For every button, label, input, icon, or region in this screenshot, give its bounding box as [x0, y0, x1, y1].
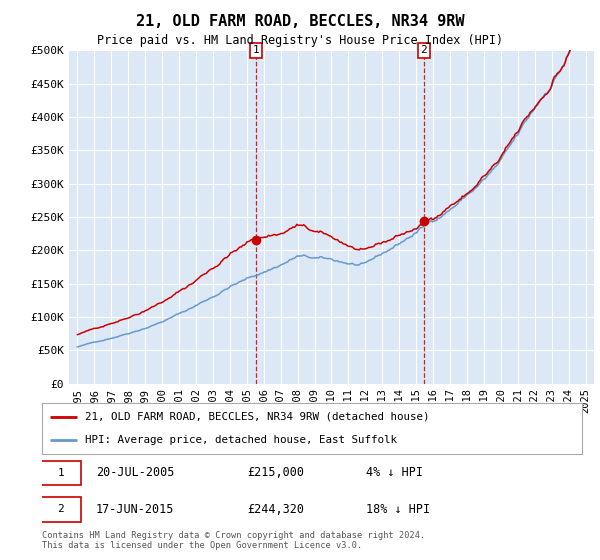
Text: 20-JUL-2005: 20-JUL-2005: [96, 466, 175, 479]
Text: 1: 1: [58, 468, 64, 478]
Text: Price paid vs. HM Land Registry's House Price Index (HPI): Price paid vs. HM Land Registry's House …: [97, 34, 503, 46]
FancyBboxPatch shape: [41, 497, 82, 521]
Text: Contains HM Land Registry data © Crown copyright and database right 2024.
This d: Contains HM Land Registry data © Crown c…: [42, 531, 425, 550]
Text: 4% ↓ HPI: 4% ↓ HPI: [366, 466, 423, 479]
Text: 18% ↓ HPI: 18% ↓ HPI: [366, 503, 430, 516]
FancyBboxPatch shape: [41, 460, 82, 485]
Text: HPI: Average price, detached house, East Suffolk: HPI: Average price, detached house, East…: [85, 435, 397, 445]
Text: 1: 1: [253, 45, 259, 55]
Text: £215,000: £215,000: [247, 466, 304, 479]
Text: 2: 2: [58, 504, 64, 514]
Text: £244,320: £244,320: [247, 503, 304, 516]
Text: 17-JUN-2015: 17-JUN-2015: [96, 503, 175, 516]
Text: 21, OLD FARM ROAD, BECCLES, NR34 9RW (detached house): 21, OLD FARM ROAD, BECCLES, NR34 9RW (de…: [85, 412, 430, 422]
Text: 21, OLD FARM ROAD, BECCLES, NR34 9RW: 21, OLD FARM ROAD, BECCLES, NR34 9RW: [136, 14, 464, 29]
Text: 2: 2: [421, 45, 427, 55]
